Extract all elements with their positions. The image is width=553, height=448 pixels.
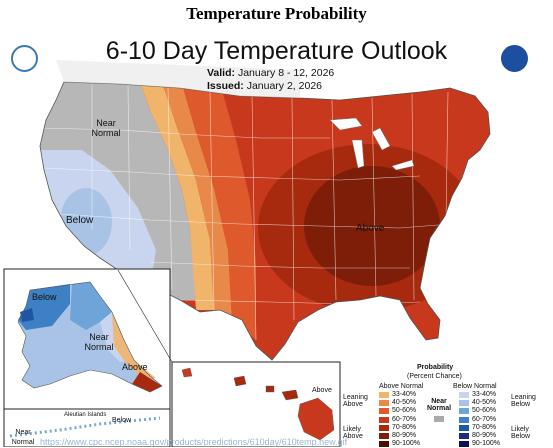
doc-logo-icon [11,45,38,72]
issued-value: January 2, 2026 [246,80,322,92]
legend-subtitle: (Percent Chance) [407,373,462,380]
legend-above-bin-swatch [379,400,389,407]
legend-below-header: Below Normal [453,383,497,390]
legend-leaning-above: Leaning Above [343,394,368,408]
issued-label: Issued: [207,80,244,92]
legend-below-bin-label: 80-90% [472,432,497,439]
conus-near-normal-label: Near Normal [91,118,121,138]
alaska-near-normal-label: Near Normal [84,332,114,352]
legend-below-bin-swatch [459,416,469,423]
legend-below-bin-label: 40-50% [472,399,497,407]
legend-above-bin-swatch [379,408,389,415]
aleutian-label: Aleutian Islands [64,412,107,418]
footer-url[interactable]: https://www.cpc.ncep.noaa.gov/products/p… [40,437,348,447]
alaska-below-label: Below [32,292,57,302]
legend-above-bin-label: 40-50% [392,399,417,407]
legend-above-bin-label: 33-40% [392,391,417,398]
legend-title: Probability [417,364,454,371]
valid-label: Valid: [207,67,236,79]
legend-above-bin-swatch [379,433,389,439]
legend: Probability (Percent Chance) Above Norma… [341,362,553,448]
valid-line: Valid: January 8 - 12, 2026 [207,67,334,79]
legend-below-bin-label: 50-60% [472,407,497,415]
legend-above-bin-swatch [379,416,389,423]
legend-above-bin-swatch [379,441,389,448]
alaska-above-label: Above [122,362,148,372]
legend-near-swatch [434,416,444,422]
legend-below-bin-swatch [459,433,469,439]
conus-below-label: Below [66,215,94,226]
legend-below-bin-swatch [459,441,469,448]
legend-above-bin-label: 80-90% [392,432,417,439]
legend-below-bin-swatch [459,392,469,398]
legend-below-bin-swatch [459,424,469,431]
legend-above-header: Above Normal [379,383,424,390]
legend-above-bin-label: 50-60% [392,407,417,415]
legend-likely-below: Likely Below [511,426,531,440]
legend-above-bin-label: 90-100% [392,440,421,448]
legend-below-bin-swatch [459,400,469,407]
legend-near-label: Near Normal [427,398,452,412]
legend-below-bin-label: 90-100% [472,440,501,448]
legend-above-bin-swatch [379,392,389,398]
hawaii-above-label: Above [312,387,332,394]
legend-leaning-below: Leaning Below [511,394,536,408]
aleutian-below-label: Below [112,417,132,424]
conus-above-label: Above [356,223,385,234]
legend-below-bin-label: 60-70% [472,415,497,423]
legend-likely-above: Likely Above [343,426,363,440]
noaa-logo-icon [501,45,528,72]
map-title: 6-10 Day Temperature Outlook [105,37,448,65]
legend-above-bin-label: 60-70% [392,415,417,423]
legend-below-bin-label: 70-80% [472,423,497,431]
issued-line: Issued: January 2, 2026 [207,80,322,92]
legend-above-bin-swatch [379,424,389,431]
legend-above-bin-label: 70-80% [392,423,417,431]
aleutian-near-label: Near Normal [11,429,35,446]
legend-below-bin-label: 33-40% [472,391,497,398]
page-title: Temperature Probability [186,4,367,23]
valid-value: January 8 - 12, 2026 [237,67,335,79]
legend-below-bin-swatch [459,408,469,415]
